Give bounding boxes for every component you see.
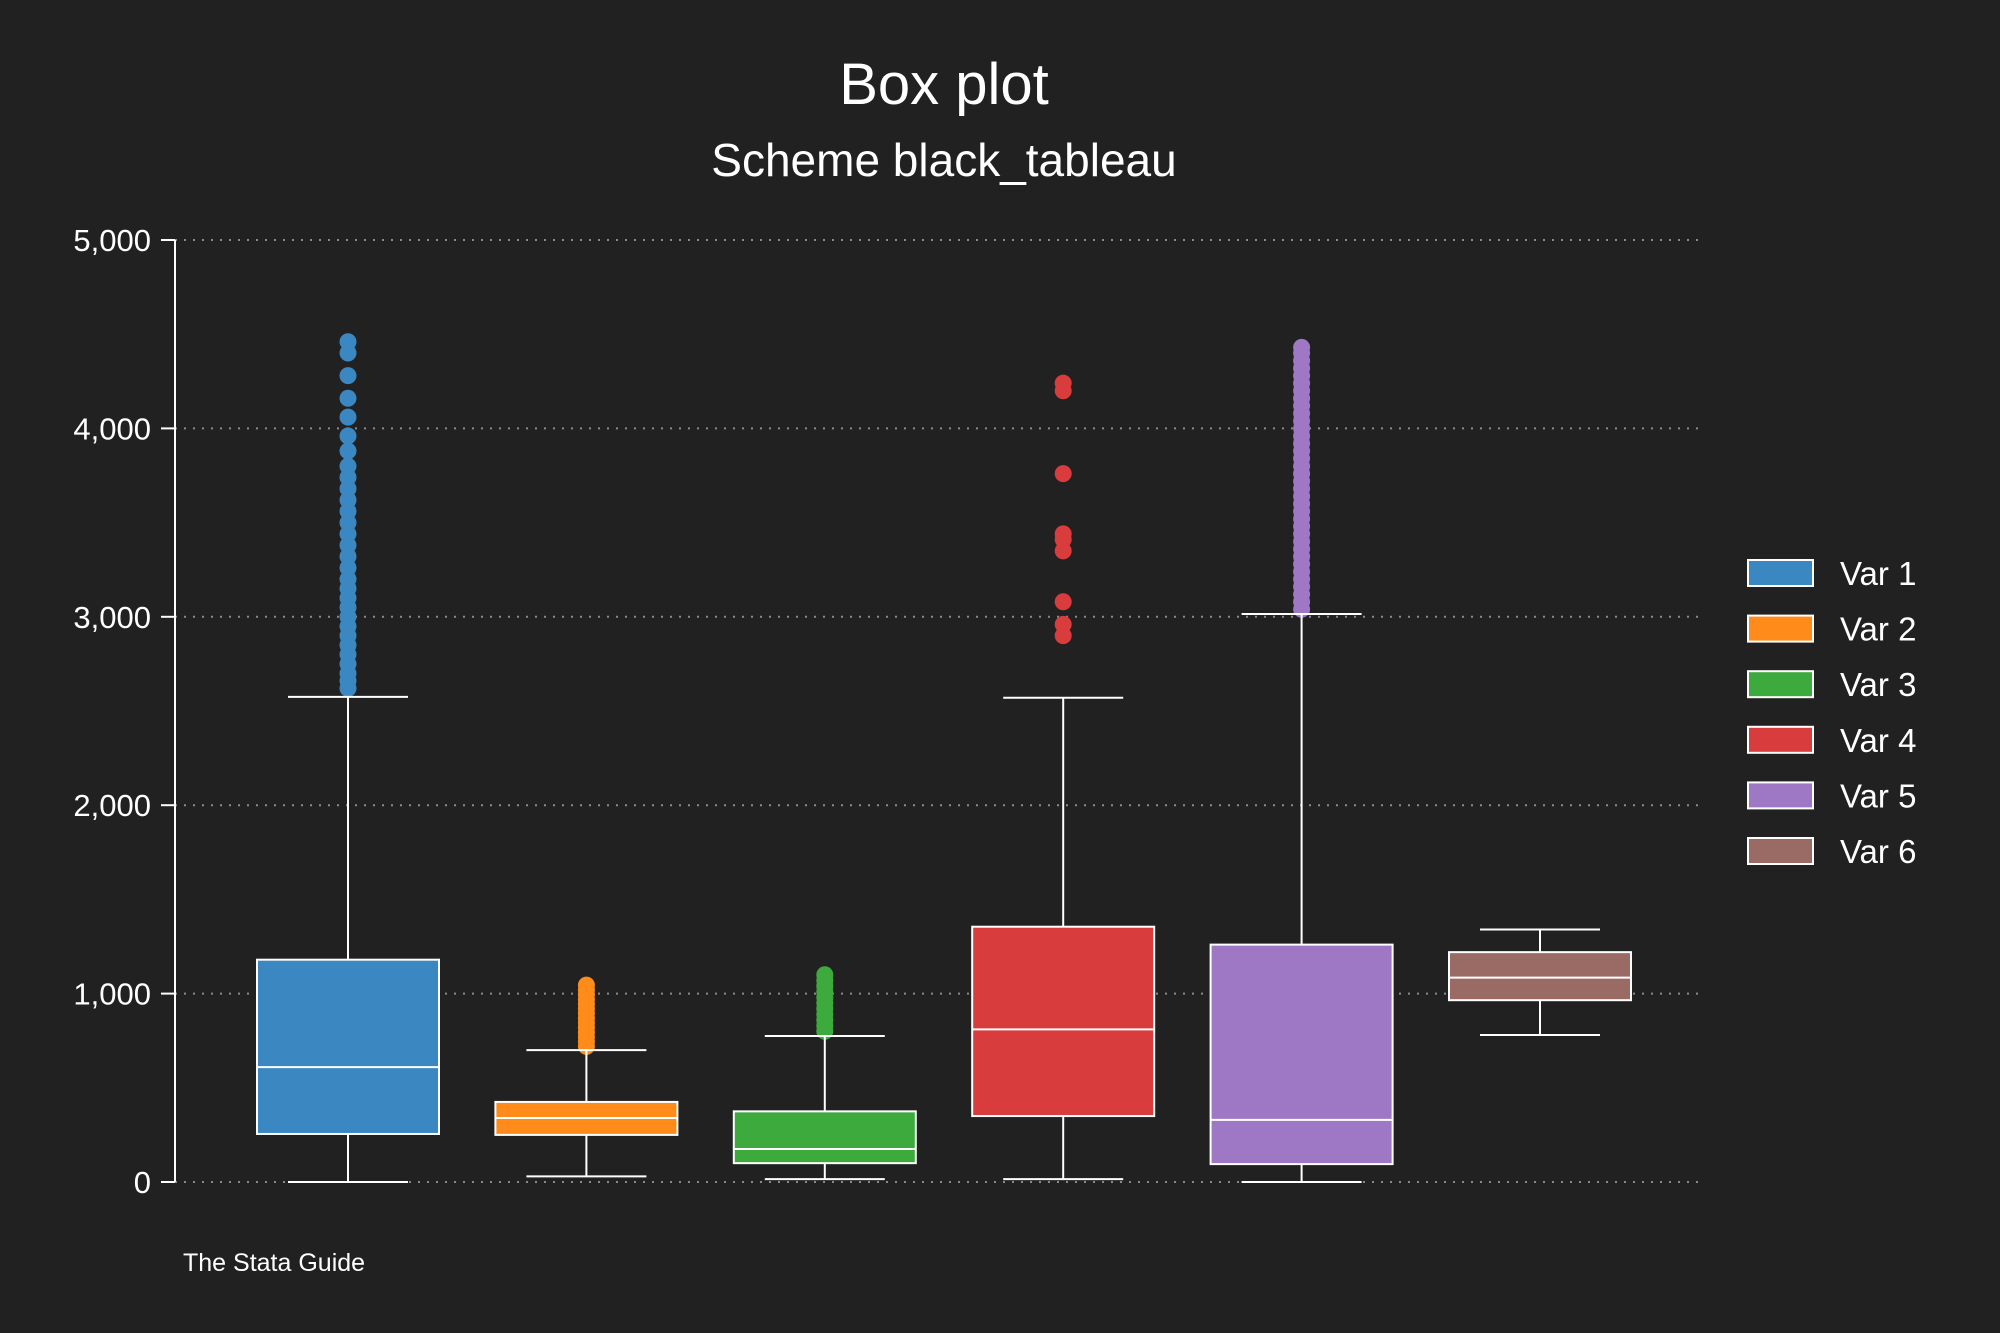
chart-title: Box plot [839,52,1049,117]
legend-label: Var 5 [1840,777,1916,814]
outlier-point [339,457,357,475]
chart-subtitle: Scheme black_tableau [711,134,1176,186]
legend-item-5: Var 5 [1747,777,1916,814]
outlier-point [1293,338,1311,356]
box-6 [1448,928,1632,1037]
y-tick-label: 2,000 [73,788,151,823]
boxes [256,333,1632,1183]
legend-label: Var 3 [1840,666,1916,703]
legend-swatch [1747,725,1814,754]
legend-item-4: Var 4 [1747,722,1916,759]
y-tick-label: 4,000 [73,411,151,446]
outlier-point [816,966,834,984]
chart-note: The Stata Guide [183,1249,365,1277]
y-tick-label: 1,000 [73,977,151,1012]
iqr-box [256,958,440,1135]
legend-item-6: Var 6 [1747,833,1916,870]
box-1 [256,333,440,1183]
iqr-box [1448,951,1632,1002]
y-axis-ticks: 0 1,000 2,000 3,000 4,000 5,000 [73,223,175,1200]
iqr-box [1209,943,1394,1166]
box-4 [971,374,1156,1181]
iqr-box [971,925,1156,1118]
gridlines [175,239,1705,1183]
outlier-point [339,408,357,426]
box-2 [494,976,679,1178]
outlier-point [1054,525,1072,543]
legend-label: Var 1 [1840,555,1916,592]
legend-swatch [1747,837,1814,865]
y-tick-label: 0 [134,1165,151,1200]
outlier-point [339,389,357,407]
box-3 [732,966,917,1181]
legend-swatch [1747,614,1814,643]
legend-swatch [1747,670,1814,699]
legend-swatch [1747,559,1814,587]
outlier-point [339,427,357,445]
outlier-point [1054,615,1072,633]
legend-item-1: Var 1 [1747,555,1916,592]
legend-label: Var 6 [1840,833,1916,870]
outlier-point [1054,465,1072,483]
box-5 [1209,338,1394,1183]
y-tick-label: 5,000 [73,223,151,258]
outlier-point [1054,374,1072,392]
legend-item-2: Var 2 [1747,611,1916,648]
legend-swatch [1747,781,1814,810]
legend-label: Var 4 [1840,722,1916,759]
legend: Var 1 Var 2 Var 3 Var 4 Var 5 Var 6 [1747,555,1916,870]
legend-label: Var 2 [1840,611,1916,648]
y-tick-label: 3,000 [73,600,151,635]
outlier-point [339,333,357,351]
outlier-point [1054,593,1072,611]
outlier-point [339,367,357,385]
outlier-point [577,976,595,994]
legend-item-3: Var 3 [1747,666,1916,703]
iqr-box [732,1110,917,1165]
outlier-point [339,442,357,460]
